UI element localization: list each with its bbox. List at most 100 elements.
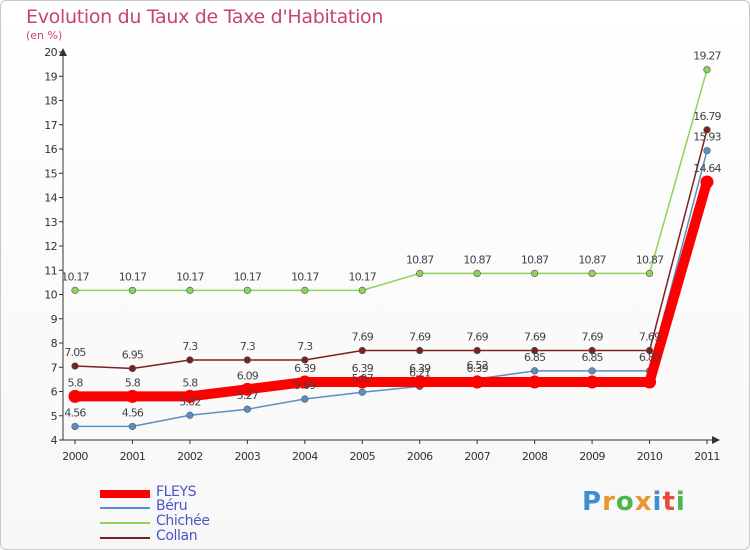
data-point [301,356,309,364]
y-tick-label: 19 [44,70,57,83]
data-point [703,66,711,74]
data-point [186,286,194,294]
series-line [74,149,708,428]
legend-item: Béru [100,498,300,516]
data-point [71,422,79,431]
x-tick-label: 2004 [292,450,318,463]
data-point [355,375,369,389]
data-point [243,405,251,413]
y-tick-label: 16 [44,143,57,156]
legend-swatch [100,537,150,539]
y-tick-label: 20 [44,46,57,59]
y-tick-label: 5 [51,410,58,423]
legend-swatch [100,522,150,524]
data-point [71,362,79,370]
data-point [301,286,309,294]
data-point [125,389,139,403]
data-label: 7.05 [64,346,86,359]
x-tick-label: 2001 [120,450,146,463]
logo-letter: o [615,487,635,517]
data-label: 10.17 [291,270,319,283]
data-label: 10.17 [234,270,262,283]
x-tick-label: 2000 [62,450,88,463]
data-point [128,286,137,294]
data-label: 10.17 [119,270,147,283]
data-point [358,388,366,396]
data-label: 7.3 [297,340,313,353]
logo-letter: x [634,487,653,517]
data-label: 6.39 [467,362,489,375]
legend-label: Collan [156,528,198,544]
x-tick-label: 2007 [464,450,490,463]
data-point [643,375,657,389]
data-point [240,382,254,396]
legend-label: FLEYS [156,484,197,500]
data-point [470,375,484,389]
data-point [71,286,79,294]
logo-letter: i [652,487,663,517]
legend-label: Chichée [156,513,210,529]
x-tick-label: 2005 [349,450,375,463]
data-label: 6.39 [294,362,316,375]
data-label: 19.27 [693,50,721,63]
y-tick-label: 11 [44,264,57,277]
y-tick-label: 18 [44,95,57,108]
data-point [645,346,654,355]
data-label: 7.3 [240,340,256,353]
data-label: 6.39 [352,362,374,375]
logo-letter: r [602,487,616,517]
data-label: 10.17 [176,270,204,283]
data-label: 5.8 [182,376,198,389]
data-point [186,356,194,364]
data-point [700,175,714,189]
data-label: 6.52 [467,359,488,372]
proxiti-logo[interactable]: Proxiti [582,487,686,517]
data-label: 7.3 [182,340,198,353]
data-label: 7.69 [409,331,431,344]
x-tick-label: 2008 [522,450,548,463]
data-point [645,269,654,278]
data-label: 5.97 [352,372,374,385]
y-tick-label: 9 [51,313,58,326]
series-line [74,68,708,292]
data-label: 5.27 [237,389,259,402]
y-tick-label: 7 [51,361,58,374]
data-point [128,422,137,431]
data-label: 7.69 [581,331,603,344]
data-label: 6.95 [122,348,144,361]
data-label: 7.69 [352,331,374,344]
data-point [416,269,424,278]
y-tick-label: 4 [51,434,58,447]
data-label: 6.85 [639,351,661,364]
data-point [183,389,197,403]
data-label: 7.69 [524,331,546,344]
data-label: 5.8 [125,376,141,389]
y-tick-label: 6 [51,386,58,399]
x-tick-label: 2003 [235,450,261,463]
x-tick-label: 2010 [637,450,663,463]
data-point [243,356,251,364]
data-label: 7.69 [467,331,489,344]
data-label: 5.02 [179,395,200,408]
data-label: 10.87 [406,253,434,266]
legend-label: Béru [156,498,188,514]
data-label: 6.09 [237,369,259,382]
data-point [473,269,481,278]
x-tick-label: 2011 [694,450,720,463]
data-point [703,126,711,134]
data-label: 6.21 [409,366,430,379]
logo-letter: t [662,487,676,517]
legend-swatch [100,507,150,509]
series-line [70,176,712,402]
data-point [588,346,596,355]
data-point [243,286,251,294]
data-label: 6.85 [581,351,603,364]
data-point [585,375,599,389]
data-label: 10.17 [349,270,377,283]
chart-subtitle: (en %) [26,29,63,42]
data-point [531,269,539,278]
data-label: 14.64 [693,162,721,175]
y-tick-label: 8 [51,337,58,350]
data-label: 6.39 [409,362,431,375]
